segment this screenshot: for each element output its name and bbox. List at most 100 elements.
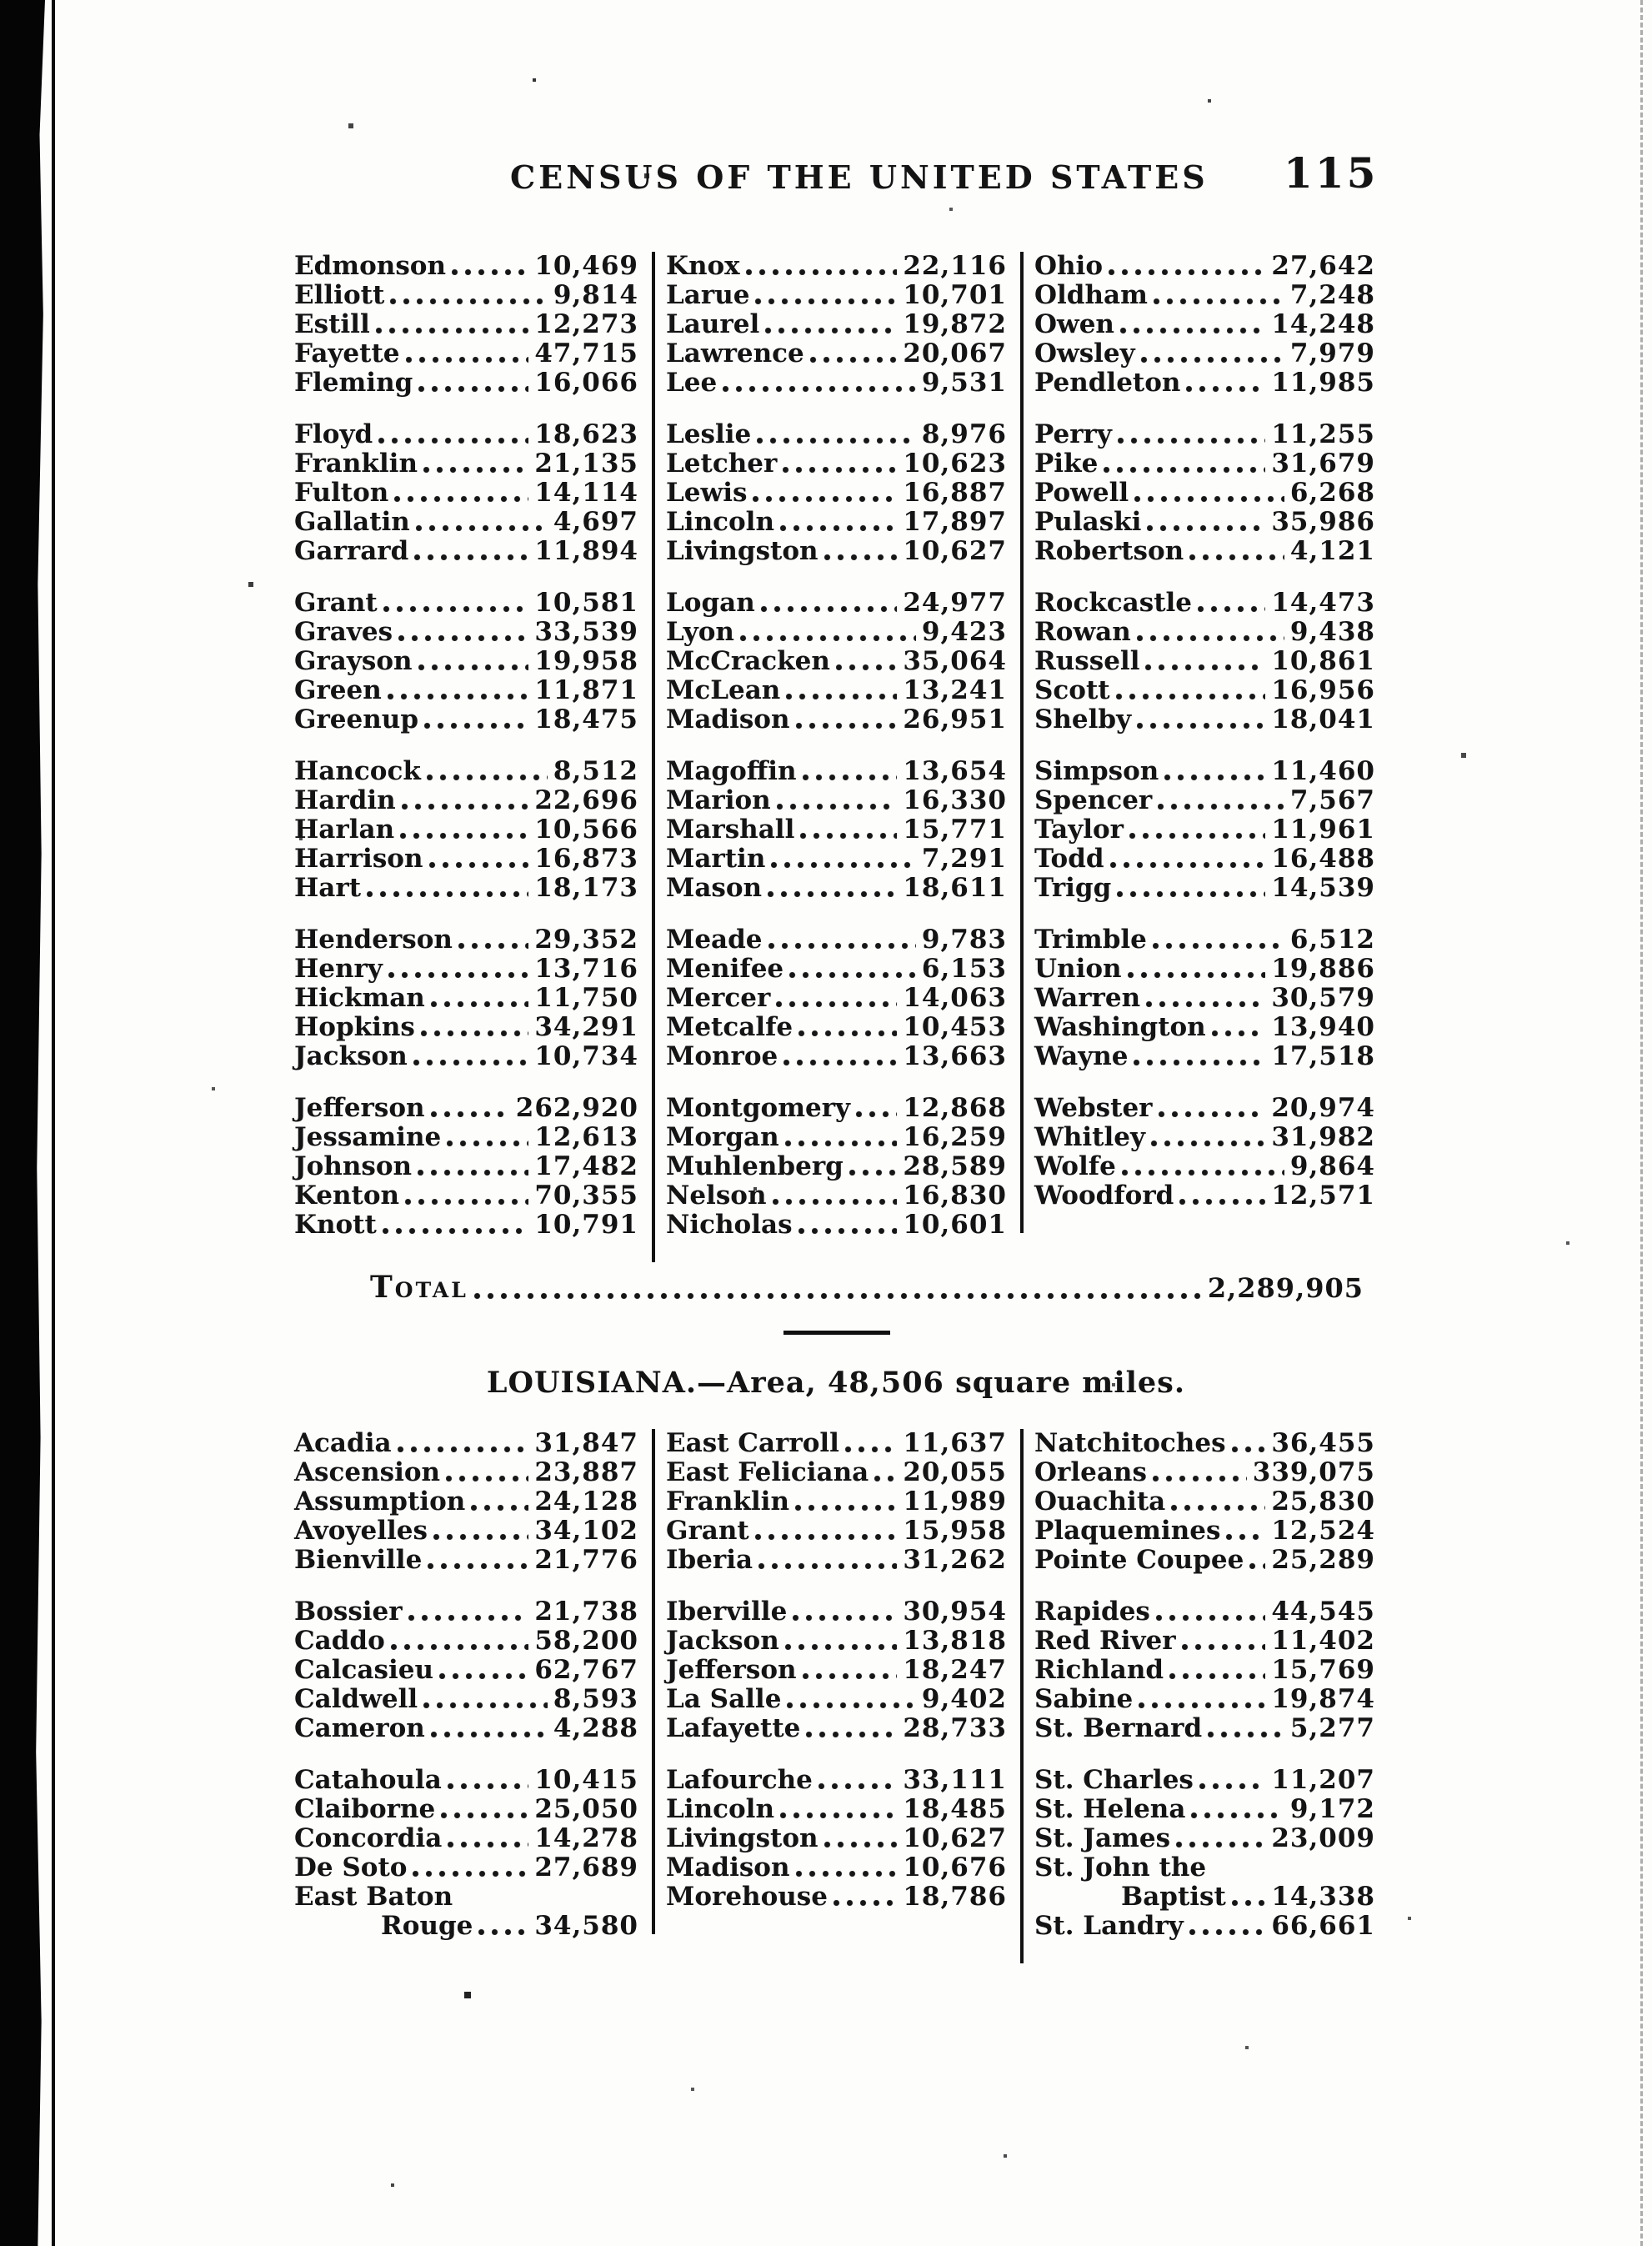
county-name: Caldwell <box>294 1684 418 1714</box>
table-row: Hardin 22,696 <box>294 786 638 815</box>
population-value: 27,689 <box>534 1852 638 1883</box>
dot-leader <box>394 815 534 845</box>
county-name: Woodford <box>1034 1181 1174 1211</box>
population-value: 10,676 <box>903 1852 1007 1883</box>
dot-leader <box>770 984 903 1013</box>
dot-leader <box>780 676 903 705</box>
population-value: 11,871 <box>534 675 638 705</box>
population-value: 17,482 <box>534 1151 638 1181</box>
table-row: Lewis 16,887 <box>666 479 1007 508</box>
dot-leader <box>465 1487 534 1517</box>
table-row: Hickman 11,750 <box>294 984 638 1013</box>
dot-leader <box>778 1042 903 1071</box>
county-name: Rapides <box>1034 1597 1150 1627</box>
dot-leader <box>1164 1656 1271 1685</box>
table-row: Lyon 9,423 <box>666 618 1007 647</box>
county-name: Green <box>294 675 382 705</box>
table-row: Owsley 7,979 <box>1034 339 1375 368</box>
population-value: 22,696 <box>534 785 638 815</box>
population-value: 20,067 <box>903 338 1007 368</box>
county-name: Madison <box>666 704 790 734</box>
population-value: 36,455 <box>1271 1428 1375 1458</box>
table-row: St. Helena 9,172 <box>1034 1795 1375 1824</box>
population-value: 10,861 <box>1271 646 1375 676</box>
county-name: Ascension <box>294 1457 441 1487</box>
county-name: Leslie <box>666 419 752 449</box>
population-value: 13,818 <box>903 1626 1007 1656</box>
dot-leader <box>783 955 922 984</box>
county-name: Harlan <box>294 815 395 845</box>
county-name: Calcasieu <box>294 1655 433 1685</box>
table-row: Leslie 8,976 <box>666 420 1007 449</box>
table-row: Hart 18,173 <box>294 874 638 903</box>
dot-leader <box>747 479 903 508</box>
population-value: 13,654 <box>903 756 1007 786</box>
row-group: Bossier 21,738 Caddo 58,200 Calcasieu 62,767 C… <box>294 1597 638 1743</box>
row-group: Perry 11,255 Pike 31,679 Powell 6,268 Pulaski 3… <box>1034 420 1375 566</box>
table-row: Jefferson 18,247 <box>666 1656 1007 1685</box>
population-value: 12,273 <box>534 309 638 339</box>
scan-gutter-line <box>52 0 55 2246</box>
dot-leader <box>734 618 922 647</box>
table-row: Acadia 31,847 <box>294 1429 638 1458</box>
table-row: Graves 33,539 <box>294 618 638 647</box>
county-name: Meade <box>666 925 763 955</box>
row-group: Webster 20,974 Whitley 31,982 Wolfe 9,864 Wood… <box>1034 1094 1375 1211</box>
population-value: 70,355 <box>534 1181 638 1211</box>
dot-leader <box>763 925 922 955</box>
county-name: Livingston <box>666 1823 818 1853</box>
population-value: 10,581 <box>534 588 638 618</box>
dot-leader <box>762 874 903 903</box>
table-row: Plaquemines 12,524 <box>1034 1517 1375 1546</box>
county-name: Lafourche <box>666 1765 813 1795</box>
dot-leader <box>425 1094 516 1123</box>
table-row: Scott 16,956 <box>1034 676 1375 705</box>
dot-leader <box>1194 1766 1271 1795</box>
county-name: Nelson <box>666 1181 767 1211</box>
table-row: Harrison 16,873 <box>294 845 638 874</box>
population-value: 10,734 <box>534 1041 638 1071</box>
population-value: 9,814 <box>553 280 638 310</box>
table-row: Washington 13,940 <box>1034 1013 1375 1042</box>
county-name: Martin <box>666 844 766 874</box>
population-value: 27,642 <box>1271 251 1375 281</box>
county-name: Metcalfe <box>666 1012 793 1042</box>
table-row: Rouge 34,580 <box>294 1912 638 1941</box>
county-name: De Soto <box>294 1852 408 1883</box>
dot-leader <box>1147 1458 1253 1487</box>
table-row: Trigg 14,539 <box>1034 874 1375 903</box>
dot-leader <box>789 1487 903 1517</box>
county-name: Whitley <box>1034 1122 1145 1152</box>
population-value: 7,979 <box>1289 338 1375 368</box>
county-name: Larue <box>666 280 750 310</box>
table-row: Warren 30,579 <box>1034 984 1375 1013</box>
population-value: 9,864 <box>1289 1151 1375 1181</box>
dot-leader <box>473 1912 534 1941</box>
table-row: Bossier 21,738 <box>294 1597 638 1627</box>
table-row: Nicholas 10,601 <box>666 1211 1007 1240</box>
table-row: Claiborne 25,050 <box>294 1795 638 1824</box>
dot-leader <box>1176 1627 1272 1656</box>
population-value: 4,697 <box>553 507 638 537</box>
table-row: Madison 10,676 <box>666 1853 1007 1883</box>
county-name: St. Landry <box>1034 1911 1184 1941</box>
page-number: 115 <box>1284 148 1379 198</box>
table-row: Cameron 4,288 <box>294 1714 638 1743</box>
county-name: Assumption <box>294 1486 466 1517</box>
table-row: Martin 7,291 <box>666 845 1007 874</box>
dot-leader <box>408 537 534 566</box>
population-value: 10,469 <box>534 251 638 281</box>
population-value: 18,485 <box>903 1794 1007 1824</box>
county-name: Rockcastle <box>1034 588 1193 618</box>
dot-leader <box>869 1458 903 1487</box>
county-name: Catahoula <box>294 1765 442 1795</box>
county-name: Grayson <box>294 646 413 676</box>
county-name: Franklin <box>666 1486 789 1517</box>
population-value: 35,064 <box>903 646 1007 676</box>
population-value: 19,874 <box>1271 1684 1375 1714</box>
population-value: 15,958 <box>903 1516 1007 1546</box>
dot-leader <box>396 786 535 815</box>
population-value: 20,055 <box>903 1457 1007 1487</box>
dot-leader <box>421 757 553 786</box>
